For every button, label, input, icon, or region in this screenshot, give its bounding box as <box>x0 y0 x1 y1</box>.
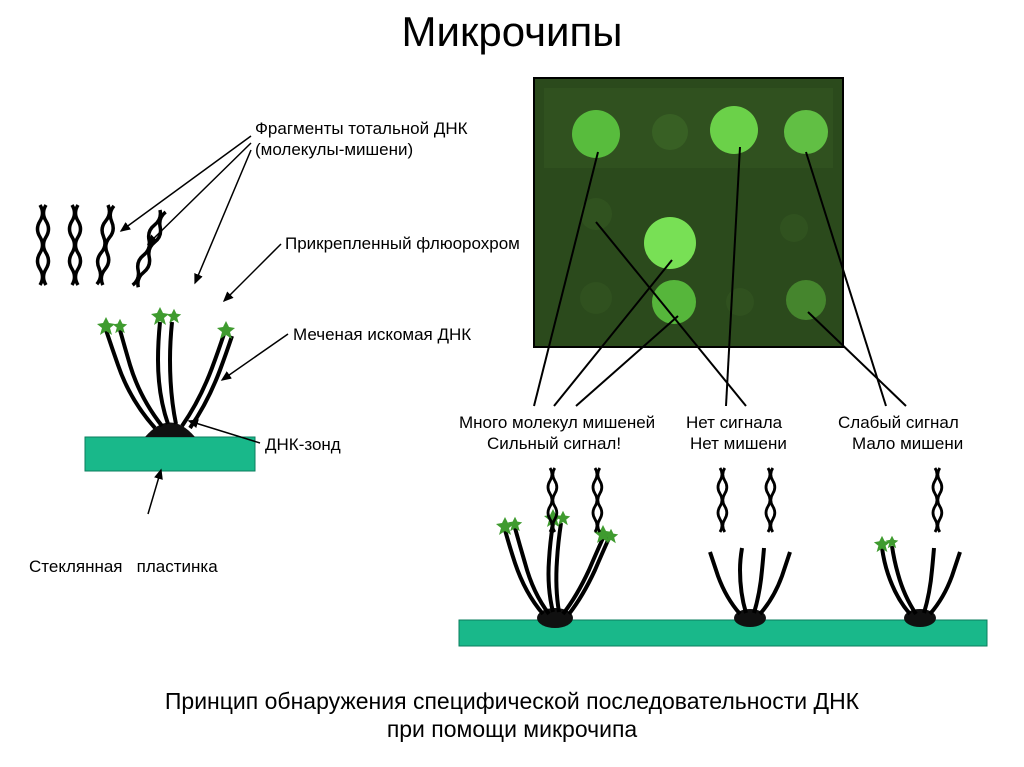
label-many-l1: Много молекул мишеней <box>459 413 655 433</box>
chip-spot <box>580 282 612 314</box>
label-weak-l1: Слабый сигнал <box>838 413 959 433</box>
label-glass-plate: Стеклянная пластинка <box>29 557 218 577</box>
caption-line1: Принцип обнаружения специфической послед… <box>0 688 1024 715</box>
chip-spot <box>786 280 826 320</box>
microchip-scan <box>534 78 843 347</box>
label-none-l1: Нет сигнала <box>686 413 782 433</box>
label-labeled-dna: Меченая искомая ДНК <box>293 325 471 345</box>
chip-spot <box>780 214 808 242</box>
right-molecular <box>459 468 987 646</box>
chip-spot <box>784 110 828 154</box>
diagram-canvas <box>0 0 1024 767</box>
label-weak-l2: Мало мишени <box>852 434 963 454</box>
label-fragments-l2: (молекулы-мишени) <box>255 140 413 160</box>
label-fluorochrome: Прикрепленный флюорохром <box>285 234 520 254</box>
chip-spot <box>652 114 688 150</box>
label-probe: ДНК-зонд <box>265 435 341 455</box>
chip-spot <box>572 110 620 158</box>
chip-spot <box>710 106 758 154</box>
label-many-l2: Сильный сигнал! <box>487 434 621 454</box>
label-fragments-l1: Фрагменты тотальной ДНК <box>255 119 468 139</box>
caption-line2: при помощи микрочипа <box>0 716 1024 743</box>
label-none-l2: Нет мишени <box>690 434 787 454</box>
